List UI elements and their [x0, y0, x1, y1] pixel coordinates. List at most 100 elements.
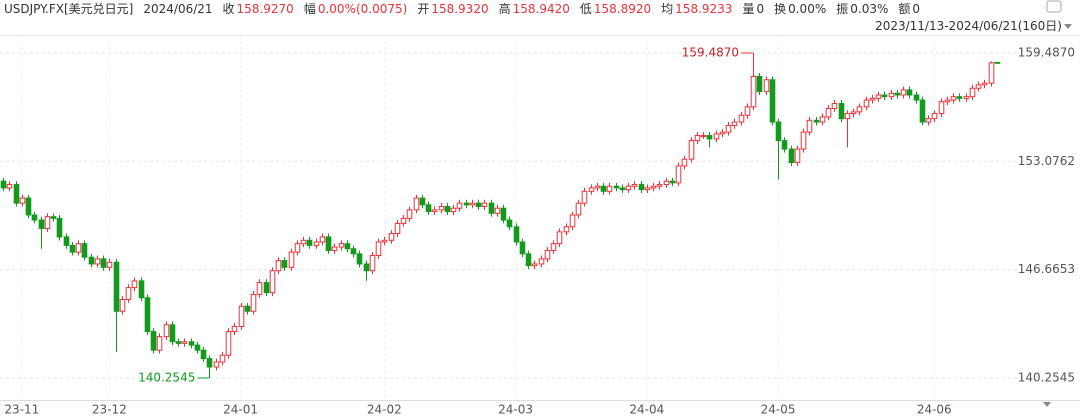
field-label: 均	[661, 2, 674, 16]
candle-body	[38, 219, 45, 229]
field-value: 0.00%	[788, 2, 827, 16]
candle-body	[631, 184, 638, 187]
candle-body	[338, 243, 345, 248]
date-range[interactable]: 2023/11/13-2024/06/21(160日)	[875, 19, 1062, 33]
candle-body	[563, 226, 570, 233]
candle-body	[725, 124, 732, 133]
candle-body	[906, 89, 913, 96]
candle-body	[956, 96, 963, 99]
y-tick-label: 140.2545	[1018, 370, 1075, 384]
candle-body	[200, 349, 207, 360]
candle-body	[775, 121, 782, 142]
axis-dropdown[interactable]	[1043, 402, 1051, 407]
candle-body	[969, 87, 976, 98]
candle-body	[869, 97, 876, 101]
candle-body	[388, 233, 395, 241]
range-dropdown[interactable]	[1064, 24, 1072, 29]
candle-body	[44, 216, 51, 229]
settings-icon[interactable]	[1046, 0, 1062, 13]
candle-body	[931, 113, 938, 120]
candle-body	[206, 358, 213, 368]
candle-body	[19, 197, 26, 204]
candle-body	[181, 341, 188, 344]
field-label: 幅	[303, 2, 316, 16]
quote-field: 幅 0.00%(0.0075)	[304, 0, 408, 18]
candle-body	[588, 187, 595, 192]
candle-body	[506, 219, 513, 228]
low-label: 140.2545	[138, 370, 195, 384]
candle-body	[431, 209, 438, 213]
candle-body	[744, 106, 751, 116]
y-tick-label: 146.6653	[1018, 262, 1075, 276]
x-tick-label: 24-05	[761, 403, 796, 417]
candle-body	[525, 253, 532, 267]
candle-body	[450, 207, 457, 213]
candle-body	[981, 82, 988, 86]
candle-body	[188, 341, 195, 346]
candle-body	[950, 96, 957, 101]
candle-body	[406, 209, 413, 219]
candle-body	[369, 255, 376, 272]
candle-body	[538, 258, 545, 265]
candle-body	[56, 217, 63, 238]
candle-body	[994, 61, 1001, 64]
candle-body	[519, 241, 526, 255]
candle-body	[669, 180, 676, 184]
candle-body	[131, 280, 138, 289]
candle-body	[550, 243, 557, 251]
candle-body	[638, 184, 645, 191]
candle-body	[769, 79, 776, 123]
candle-body	[463, 202, 470, 206]
y-tick-label: 159.4870	[1018, 45, 1075, 59]
field-value: 0	[912, 2, 921, 16]
candle-body	[75, 243, 82, 253]
candle-body	[288, 251, 295, 268]
candle-body	[381, 239, 388, 243]
quote-field: 低 158.8920	[580, 0, 651, 18]
candle-body	[988, 62, 995, 84]
candle-body	[325, 236, 332, 251]
candle-body	[625, 185, 632, 191]
candle-body	[719, 131, 726, 135]
x-tick-label: 24-01	[223, 403, 258, 417]
candle-body	[794, 148, 801, 164]
candle-body	[213, 361, 220, 368]
candle-body	[13, 184, 20, 204]
high-label: 159.4870	[682, 45, 739, 59]
candle-body	[856, 106, 863, 113]
candle-body	[119, 298, 126, 312]
candle-body	[344, 243, 351, 250]
candle-body	[813, 119, 820, 123]
candle-body	[500, 207, 507, 221]
candle-body	[125, 287, 132, 300]
candle-body	[394, 222, 401, 235]
candle-body	[688, 140, 695, 160]
candle-body	[838, 102, 845, 120]
candle-body	[113, 261, 120, 312]
candle-body	[713, 133, 720, 140]
field-label: 低	[579, 2, 592, 16]
candle-body	[219, 354, 226, 363]
candle-body	[513, 226, 520, 243]
candle-body	[375, 241, 382, 257]
candle-body	[300, 239, 307, 245]
quote-date: 2024/06/21	[143, 2, 213, 16]
candle-body	[356, 253, 363, 265]
candle-body	[231, 325, 238, 333]
candle-body	[94, 258, 101, 265]
field-label: 高	[498, 2, 511, 16]
field-label: 额	[898, 2, 911, 16]
candle-body	[69, 244, 76, 253]
candle-body	[700, 135, 707, 138]
candle-body	[594, 185, 601, 189]
candle-body	[606, 185, 613, 192]
candle-body	[194, 344, 201, 351]
field-label: 开	[417, 2, 430, 16]
candle-body	[225, 331, 232, 356]
candle-body	[788, 148, 795, 164]
candle-body	[238, 305, 245, 327]
candle-body	[306, 239, 313, 246]
candle-body	[281, 260, 288, 268]
symbol: USDJPY.FX[美元兑日元]	[4, 2, 134, 16]
